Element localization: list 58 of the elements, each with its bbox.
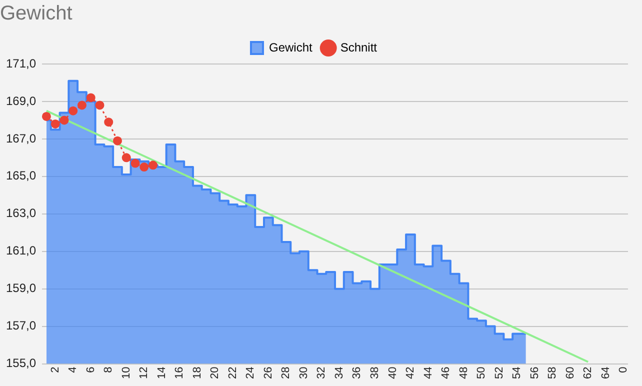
y-tick-label: 159,0 <box>6 281 36 296</box>
x-tick-label: 26 <box>262 366 274 380</box>
point <box>148 160 158 170</box>
x-tick-label: 32 <box>316 366 328 380</box>
point <box>86 93 96 102</box>
y-tick-label: 171,0 <box>6 56 36 70</box>
x-tick-label: 34 <box>333 366 346 380</box>
point <box>130 158 140 168</box>
x-tick-label: 14 <box>156 366 168 380</box>
x-tick-label: 20 <box>209 366 222 380</box>
x-tick-label: 42 <box>404 366 417 380</box>
y-tick-label: 169,0 <box>6 94 36 108</box>
point <box>95 100 104 110</box>
x-tick-label: 12 <box>138 366 150 380</box>
x-tick-label: 18 <box>191 366 204 380</box>
x-tick-label: 28 <box>280 366 292 380</box>
point <box>77 100 86 110</box>
x-tick-label: 50 <box>476 366 488 380</box>
x-tick-label: 54 <box>511 366 524 380</box>
x-tick-label: 48 <box>458 366 470 380</box>
y-tick-label: 161,0 <box>6 244 36 258</box>
x-tick-label: 58 <box>546 366 559 380</box>
y-tick-label: 155,0 <box>6 356 36 370</box>
x-tick-label: 36 <box>351 366 364 380</box>
point <box>104 118 114 127</box>
point <box>60 116 69 125</box>
x-tick-label: 16 <box>174 366 186 380</box>
x-tick-label: 6 <box>84 366 97 373</box>
x-tick-label: 62 <box>582 366 594 380</box>
y-tick-label: 157,0 <box>6 318 36 333</box>
x-tick-label: 64 <box>600 366 612 380</box>
x-tick-label: 56 <box>528 366 541 380</box>
point <box>140 162 149 172</box>
x-tick-label: 2 <box>49 366 62 373</box>
point <box>112 136 122 146</box>
legend-label: Schnitt <box>340 40 378 54</box>
x-tick-label: 24 <box>244 366 257 380</box>
x-tick-label: 60 <box>564 366 576 380</box>
x-tick-label: 0 <box>618 366 630 373</box>
chart-title: Gewicht <box>0 2 73 25</box>
point <box>68 106 78 116</box>
x-tick-label: 44 <box>422 366 434 380</box>
x-tick-label: 4 <box>67 366 80 373</box>
x-tick-label: 38 <box>369 366 381 380</box>
point <box>50 119 60 128</box>
x-tick-label: 52 <box>493 366 506 380</box>
x-tick-label: 40 <box>386 366 399 380</box>
x-tick-label: 8 <box>102 366 115 373</box>
point <box>42 112 51 121</box>
x-tick-label: 46 <box>440 366 452 380</box>
x-tick-label: 22 <box>226 366 239 380</box>
legend-label: Gewicht <box>268 40 313 54</box>
x-tick-label: 10 <box>120 366 132 380</box>
point <box>122 153 131 162</box>
y-tick-label: 167,0 <box>6 131 36 146</box>
y-tick-label: 165,0 <box>6 168 36 183</box>
y-tick-label: 163,0 <box>6 206 36 220</box>
x-tick-label: 30 <box>298 366 310 380</box>
